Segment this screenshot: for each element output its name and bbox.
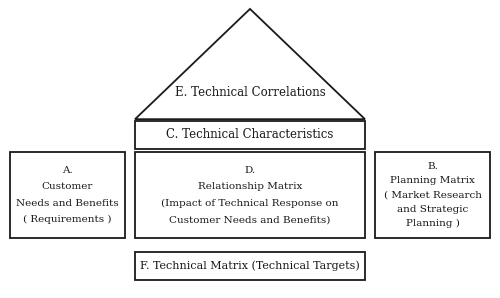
Text: D.: D. — [244, 166, 256, 175]
FancyBboxPatch shape — [135, 252, 365, 280]
Text: E. Technical Correlations: E. Technical Correlations — [174, 86, 326, 99]
Text: Needs and Benefits: Needs and Benefits — [16, 199, 119, 208]
FancyBboxPatch shape — [135, 121, 365, 149]
Text: Relationship Matrix: Relationship Matrix — [198, 182, 302, 192]
Text: Planning Matrix: Planning Matrix — [390, 176, 475, 185]
Text: and Strategic: and Strategic — [397, 205, 468, 214]
Text: C. Technical Characteristics: C. Technical Characteristics — [166, 128, 334, 141]
Text: ( Market Research: ( Market Research — [384, 191, 482, 200]
FancyBboxPatch shape — [10, 152, 125, 238]
Text: F. Technical Matrix (Technical Targets): F. Technical Matrix (Technical Targets) — [140, 261, 360, 271]
Text: (Impact of Technical Response on: (Impact of Technical Response on — [161, 199, 339, 208]
Text: ( Requirements ): ( Requirements ) — [23, 215, 112, 224]
Text: Customer: Customer — [42, 182, 93, 192]
FancyBboxPatch shape — [135, 152, 365, 238]
Text: Customer Needs and Benefits): Customer Needs and Benefits) — [170, 215, 330, 224]
Text: B.: B. — [427, 162, 438, 171]
FancyBboxPatch shape — [375, 152, 490, 238]
Text: Planning ): Planning ) — [406, 219, 460, 228]
Text: A.: A. — [62, 166, 73, 175]
